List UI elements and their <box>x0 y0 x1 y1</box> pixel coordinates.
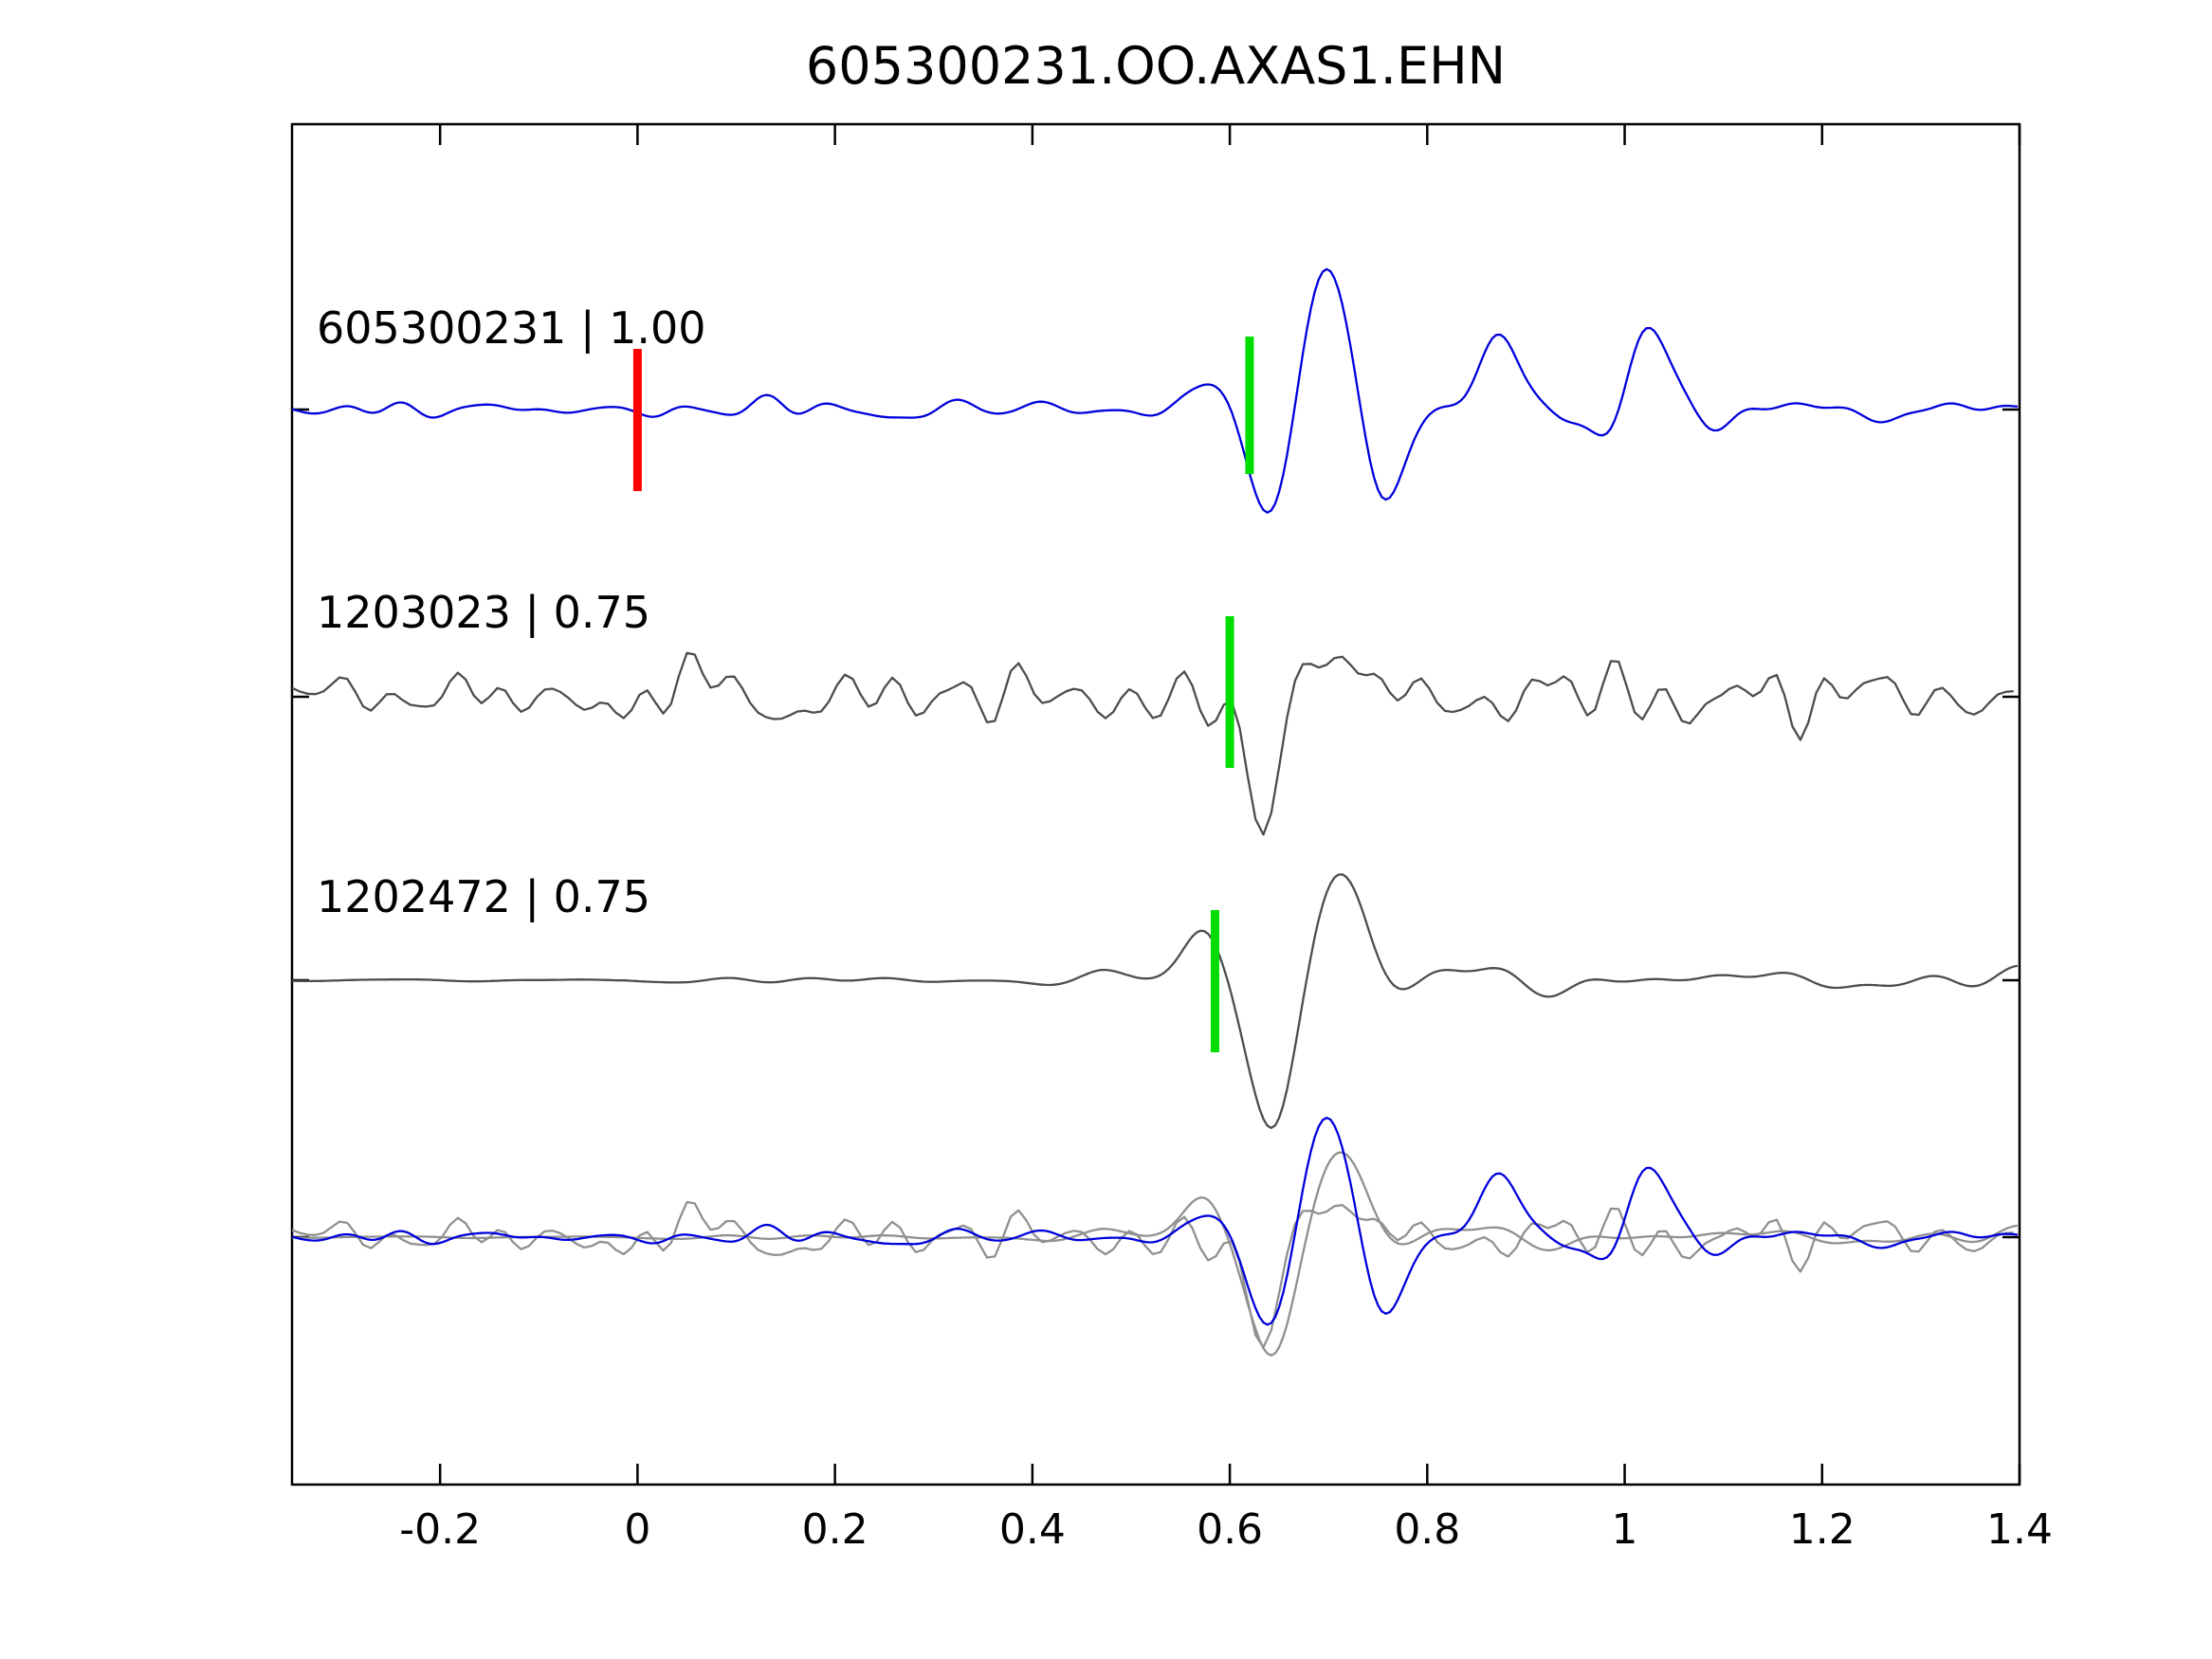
x-tick-label: 0.4 <box>999 1505 1066 1554</box>
x-tick-label: 0.2 <box>802 1505 868 1554</box>
trace-label-1203023: 1203023 | 0.75 <box>317 587 650 639</box>
axis-ticks: -0.2 0 0.2 0.4 0.6 0.8 1 1.2 1.4 <box>292 124 2053 1554</box>
axes-frame <box>290 122 2021 1486</box>
waveform-traces <box>292 267 2019 1357</box>
trace-label-1202472: 1202472 | 0.75 <box>317 871 650 923</box>
x-tick-label: 0.8 <box>1394 1505 1460 1554</box>
x-tick-label: 0 <box>624 1505 650 1554</box>
x-tick-label: 1.2 <box>1789 1505 1856 1554</box>
trace-label-605300231: 605300231 | 1.00 <box>317 302 706 355</box>
x-tick-label: 0.6 <box>1197 1505 1263 1554</box>
plot-border <box>290 122 2021 1486</box>
trace-1203023 <box>292 651 2014 836</box>
pick-markers <box>632 337 1254 1052</box>
overlay-trace-605300231 <box>292 1116 2019 1326</box>
overlay-trace-1202472 <box>292 1151 2019 1357</box>
overlay-trace-1203023 <box>292 1200 2014 1349</box>
chart-title: 605300231.OO.AXAS1.EHN <box>806 36 1506 96</box>
trace-labels: 605300231 | 1.00 1203023 | 0.75 1202472 | … <box>317 302 706 923</box>
x-tick-label: -0.2 <box>399 1505 481 1554</box>
x-tick-label: 1.4 <box>1986 1505 2053 1554</box>
trace-605300231 <box>292 267 2019 514</box>
trace-1202472 <box>292 873 2019 1129</box>
x-tick-label: 1 <box>1612 1505 1638 1554</box>
